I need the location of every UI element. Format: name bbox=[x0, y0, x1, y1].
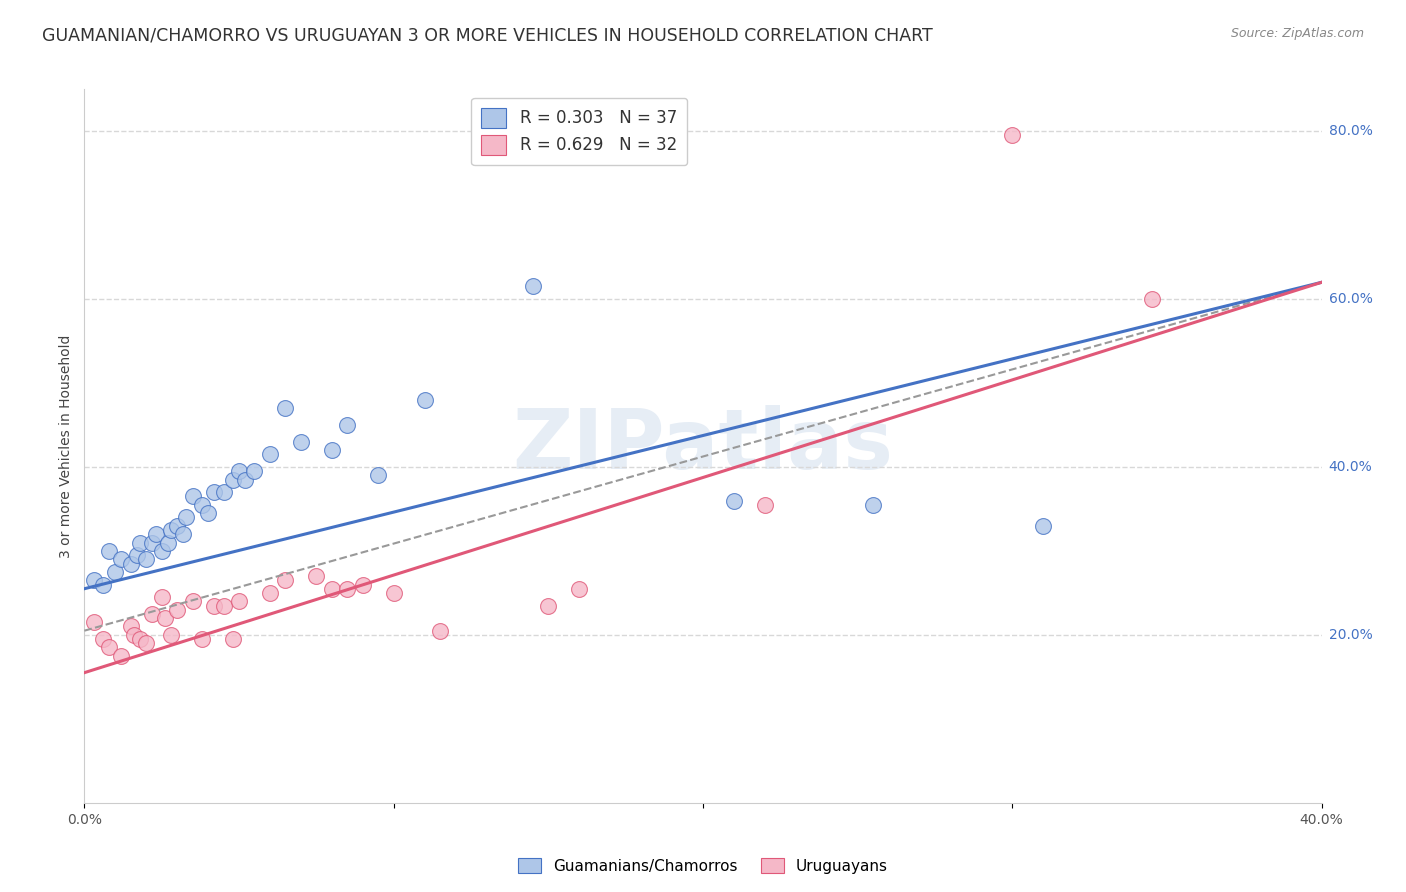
Point bbox=[228, 594, 250, 608]
Point bbox=[166, 603, 188, 617]
Text: 60.0%: 60.0% bbox=[1329, 292, 1372, 306]
Point bbox=[336, 417, 359, 432]
Point bbox=[176, 510, 198, 524]
Point bbox=[160, 523, 183, 537]
Point bbox=[125, 548, 148, 562]
Point bbox=[156, 535, 179, 549]
Point bbox=[141, 535, 163, 549]
Point bbox=[141, 607, 163, 621]
Point bbox=[172, 527, 194, 541]
Text: 20.0%: 20.0% bbox=[1329, 628, 1372, 642]
Point bbox=[259, 447, 281, 461]
Point bbox=[222, 473, 245, 487]
Point bbox=[259, 586, 281, 600]
Point bbox=[120, 557, 142, 571]
Point bbox=[233, 473, 256, 487]
Point bbox=[202, 599, 225, 613]
Text: 80.0%: 80.0% bbox=[1329, 124, 1372, 138]
Point bbox=[98, 544, 121, 558]
Text: ZIPatlas: ZIPatlas bbox=[513, 406, 893, 486]
Point bbox=[104, 565, 127, 579]
Point bbox=[129, 632, 152, 646]
Point bbox=[120, 619, 142, 633]
Point bbox=[135, 552, 157, 566]
Legend: Guamanians/Chamorros, Uruguayans: Guamanians/Chamorros, Uruguayans bbox=[512, 852, 894, 880]
Point bbox=[1032, 518, 1054, 533]
Point bbox=[352, 577, 374, 591]
Y-axis label: 3 or more Vehicles in Household: 3 or more Vehicles in Household bbox=[59, 334, 73, 558]
Point bbox=[83, 574, 105, 588]
Point bbox=[212, 485, 235, 500]
Point bbox=[382, 586, 405, 600]
Text: GUAMANIAN/CHAMORRO VS URUGUAYAN 3 OR MORE VEHICLES IN HOUSEHOLD CORRELATION CHAR: GUAMANIAN/CHAMORRO VS URUGUAYAN 3 OR MOR… bbox=[42, 27, 934, 45]
Point bbox=[305, 569, 328, 583]
Point bbox=[336, 582, 359, 596]
Point bbox=[522, 279, 544, 293]
Point bbox=[110, 552, 132, 566]
Point bbox=[212, 599, 235, 613]
Point bbox=[274, 574, 297, 588]
Text: 40.0%: 40.0% bbox=[1329, 460, 1372, 474]
Point bbox=[367, 468, 389, 483]
Point bbox=[274, 401, 297, 416]
Point bbox=[181, 594, 204, 608]
Point bbox=[429, 624, 451, 638]
Point bbox=[723, 493, 745, 508]
Point bbox=[202, 485, 225, 500]
Point bbox=[191, 498, 214, 512]
Point bbox=[222, 632, 245, 646]
Point bbox=[537, 599, 560, 613]
Legend: R = 0.303   N = 37, R = 0.629   N = 32: R = 0.303 N = 37, R = 0.629 N = 32 bbox=[471, 97, 688, 165]
Point bbox=[98, 640, 121, 655]
Point bbox=[321, 443, 343, 458]
Point bbox=[83, 615, 105, 630]
Point bbox=[1001, 128, 1024, 143]
Point bbox=[290, 434, 312, 449]
Point bbox=[228, 464, 250, 478]
Point bbox=[135, 636, 157, 650]
Point bbox=[321, 582, 343, 596]
Point bbox=[1140, 292, 1163, 306]
Point bbox=[129, 535, 152, 549]
Point bbox=[166, 518, 188, 533]
Text: Source: ZipAtlas.com: Source: ZipAtlas.com bbox=[1230, 27, 1364, 40]
Point bbox=[153, 611, 176, 625]
Point bbox=[197, 506, 219, 520]
Point bbox=[754, 498, 776, 512]
Point bbox=[150, 544, 173, 558]
Point bbox=[91, 577, 114, 591]
Point bbox=[181, 489, 204, 503]
Point bbox=[243, 464, 266, 478]
Point bbox=[191, 632, 214, 646]
Point bbox=[862, 498, 884, 512]
Point bbox=[110, 648, 132, 663]
Point bbox=[568, 582, 591, 596]
Point bbox=[160, 628, 183, 642]
Point bbox=[91, 632, 114, 646]
Point bbox=[150, 590, 173, 604]
Point bbox=[122, 628, 145, 642]
Point bbox=[145, 527, 167, 541]
Point bbox=[413, 392, 436, 407]
